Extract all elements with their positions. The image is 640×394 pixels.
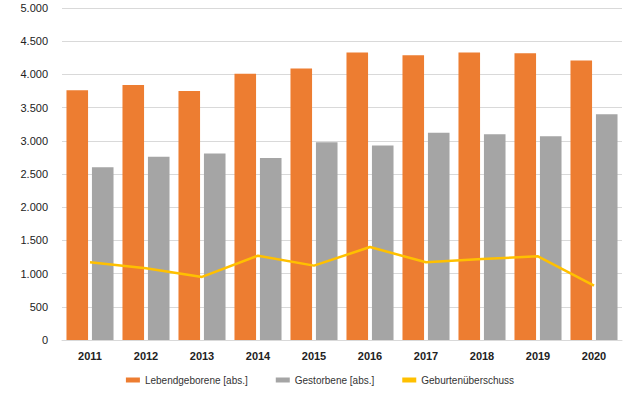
svg-text:Geburtenüberschuss: Geburtenüberschuss bbox=[421, 375, 514, 386]
svg-text:2012: 2012 bbox=[134, 350, 158, 362]
svg-text:2020: 2020 bbox=[582, 350, 606, 362]
svg-text:2018: 2018 bbox=[470, 350, 494, 362]
svg-text:4.000: 4.000 bbox=[20, 68, 48, 80]
svg-text:2013: 2013 bbox=[190, 350, 214, 362]
svg-text:2019: 2019 bbox=[526, 350, 550, 362]
svg-text:2011: 2011 bbox=[78, 350, 102, 362]
svg-text:4.500: 4.500 bbox=[20, 35, 48, 47]
svg-text:3.500: 3.500 bbox=[20, 102, 48, 114]
svg-text:2017: 2017 bbox=[414, 350, 438, 362]
svg-text:3.000: 3.000 bbox=[20, 135, 48, 147]
svg-text:Gestorbene [abs.]: Gestorbene [abs.] bbox=[295, 375, 375, 386]
svg-text:2015: 2015 bbox=[302, 350, 326, 362]
svg-text:500: 500 bbox=[30, 301, 48, 313]
svg-text:2.000: 2.000 bbox=[20, 201, 48, 213]
svg-text:2014: 2014 bbox=[246, 350, 271, 362]
svg-text:0: 0 bbox=[42, 334, 48, 346]
svg-text:2016: 2016 bbox=[358, 350, 382, 362]
svg-text:1.500: 1.500 bbox=[20, 234, 48, 246]
svg-text:5.000: 5.000 bbox=[20, 2, 48, 14]
svg-text:1.000: 1.000 bbox=[20, 268, 48, 280]
svg-text:2.500: 2.500 bbox=[20, 168, 48, 180]
svg-text:Lebendgeborene [abs.]: Lebendgeborene [abs.] bbox=[145, 375, 248, 386]
